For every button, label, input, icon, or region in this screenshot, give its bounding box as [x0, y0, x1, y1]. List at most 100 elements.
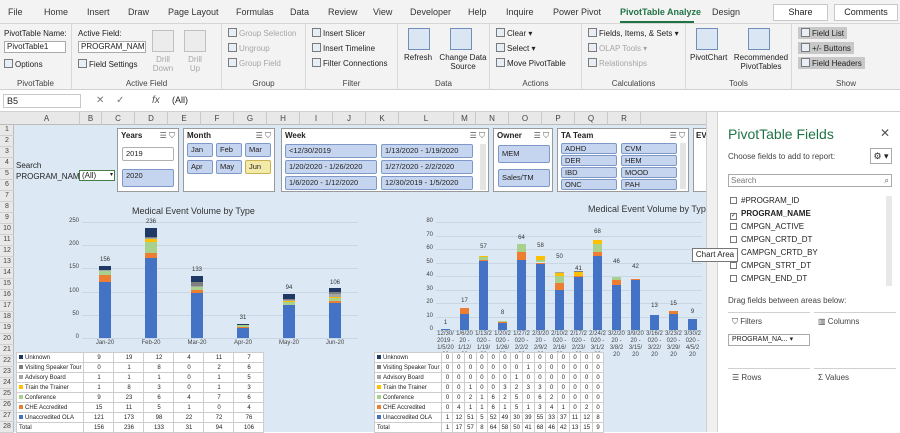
slicer-owner-icons[interactable]: ☰ ⛉ [534, 131, 549, 141]
bar-segment[interactable] [329, 294, 342, 296]
slicer-ta-item[interactable]: PAH [621, 179, 677, 190]
slicer-ta-scrollbar[interactable] [680, 143, 686, 189]
bar-segment[interactable] [329, 297, 342, 298]
slicer-multiselect-icon[interactable]: ☰ ⛉ [160, 131, 175, 141]
row-header[interactable]: 28 [0, 422, 14, 433]
formula-input[interactable]: (All) [172, 95, 188, 105]
bar-segment[interactable] [329, 292, 342, 295]
tab-insert[interactable]: Insert [87, 7, 110, 17]
gear-icon[interactable]: ⚙ ▾ [870, 148, 892, 164]
tab-developer[interactable]: Developer [410, 7, 451, 17]
row-header[interactable]: 20 [0, 334, 14, 345]
close-icon[interactable]: ✕ [880, 126, 890, 140]
fx-icon[interactable]: fx [152, 95, 160, 106]
bar-segment[interactable] [498, 321, 508, 322]
slicer-ta-item[interactable]: MOOD [621, 167, 677, 178]
drill-up-button[interactable]: Drill Up [182, 55, 208, 73]
bar-segment[interactable] [441, 329, 451, 330]
values-area[interactable]: Σ Values [814, 368, 896, 412]
tab-page-layout[interactable]: Page Layout [168, 7, 219, 17]
refresh-button[interactable]: Refresh [404, 53, 432, 62]
column-header[interactable]: N [476, 112, 509, 125]
bar-segment[interactable] [555, 283, 565, 290]
group-field-button[interactable]: Group Field [228, 58, 281, 68]
bar-segment[interactable] [650, 315, 660, 330]
bar-segment[interactable] [574, 276, 584, 277]
bar-segment[interactable] [145, 238, 158, 242]
bar-segment[interactable] [99, 271, 112, 275]
bar-segment[interactable] [536, 260, 546, 263]
column-header[interactable]: F [201, 112, 234, 125]
bar-segment[interactable] [479, 261, 489, 330]
filter-connections-button[interactable]: Filter Connections [312, 58, 387, 68]
column-header[interactable]: M [454, 112, 476, 125]
row-header[interactable]: 24 [0, 378, 14, 389]
row-header[interactable]: 4 [0, 158, 14, 169]
bar-segment[interactable] [669, 314, 679, 330]
slicer-week-scrollbar[interactable] [480, 144, 486, 190]
bar-segment[interactable] [555, 290, 565, 331]
row-header[interactable]: 12 [0, 246, 14, 257]
column-header[interactable]: R [608, 112, 641, 125]
bar-segment[interactable] [555, 272, 565, 273]
insert-slicer-button[interactable]: Insert Slicer [312, 28, 365, 38]
row-header[interactable]: 27 [0, 411, 14, 422]
row-header[interactable]: 11 [0, 235, 14, 246]
field-headers-button[interactable]: Field Headers [798, 57, 865, 69]
column-header[interactable]: K [366, 112, 399, 125]
bar-segment[interactable] [574, 277, 584, 330]
bar-segment[interactable] [498, 323, 508, 330]
column-header[interactable]: B [80, 112, 102, 125]
row-header[interactable]: 5 [0, 169, 14, 180]
column-header[interactable]: G [234, 112, 267, 125]
tab-view[interactable]: View [373, 7, 392, 17]
row-header[interactable]: 22 [0, 356, 14, 367]
drill-down-button[interactable]: Drill Down [150, 55, 176, 73]
bar-segment[interactable] [593, 240, 603, 244]
slicer-month-item[interactable]: Apr [187, 160, 213, 174]
column-header[interactable]: P [542, 112, 575, 125]
row-header[interactable]: 9 [0, 213, 14, 224]
slicer-month-item[interactable]: Feb [216, 143, 242, 157]
comments-button[interactable]: Comments [834, 4, 898, 21]
column-header[interactable]: J [333, 112, 366, 125]
bar-segment[interactable] [555, 276, 565, 283]
row-header[interactable]: 13 [0, 257, 14, 268]
column-header[interactable]: I [300, 112, 333, 125]
row-header[interactable]: 2 [0, 136, 14, 147]
slicer-week-icons[interactable]: ☰ ⛉ [470, 131, 485, 141]
slicer-week[interactable]: Week ☰ ⛉ <12/30/2019 1/13/2020 - 1/19/20… [281, 128, 489, 192]
field-item[interactable]: CMPGN_END_DT [730, 274, 807, 283]
column-header[interactable]: H [267, 112, 300, 125]
bar-segment[interactable] [517, 260, 527, 330]
field-item[interactable]: CMPGN_STRT_DT [730, 261, 811, 270]
row-header[interactable]: 26 [0, 400, 14, 411]
column-header[interactable]: D [135, 112, 168, 125]
field-item[interactable]: ✓PROGRAM_NAME [730, 209, 811, 220]
change-source-button[interactable]: Change Data Source [438, 53, 488, 71]
bar-segment[interactable] [536, 263, 546, 264]
row-header[interactable]: 17 [0, 301, 14, 312]
slicer-years-item[interactable]: 2019 [122, 147, 174, 161]
share-button[interactable]: Share [773, 4, 828, 21]
bar-segment[interactable] [329, 298, 342, 301]
tab-pivottable-analyze[interactable]: PivotTable Analyze [620, 7, 701, 17]
plus-minus-buttons-button[interactable]: +/- Buttons [798, 42, 854, 54]
bar-segment[interactable] [191, 276, 204, 282]
field-item[interactable]: CAMPGN_CRTD_BY [730, 248, 818, 257]
bar-segment[interactable] [237, 325, 250, 327]
row-header[interactable]: 15 [0, 279, 14, 290]
bar-segment[interactable] [593, 252, 603, 256]
relationships-button[interactable]: Relationships [588, 58, 647, 68]
bar-segment[interactable] [329, 303, 342, 338]
slicer-ta-team[interactable]: TA Team ☰ ⛉ ADHD CVM DER HEM IBD MOOD ON… [557, 128, 689, 192]
tab-inquire[interactable]: Inquire [506, 7, 534, 17]
bar-segment[interactable] [191, 286, 204, 287]
row-header[interactable]: 25 [0, 389, 14, 400]
bar-segment[interactable] [191, 293, 204, 338]
bar-segment[interactable] [283, 301, 296, 304]
row-header[interactable]: 3 [0, 147, 14, 158]
filter-field-chip[interactable]: PROGRAM_NA... ▾ [728, 334, 810, 346]
slicer-ta-item[interactable]: ADHD [561, 143, 617, 154]
